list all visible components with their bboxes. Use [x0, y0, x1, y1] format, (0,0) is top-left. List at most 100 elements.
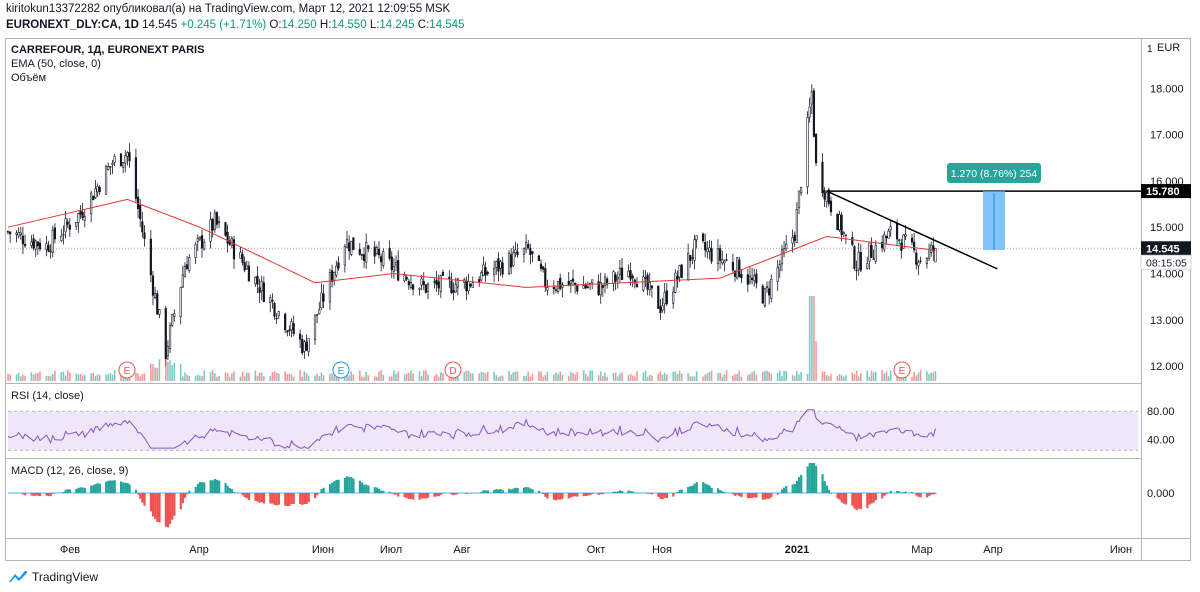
- macd-bar: [798, 477, 801, 493]
- candle: [885, 235, 888, 245]
- macd-bar: [211, 480, 214, 493]
- macd-bar: [480, 491, 483, 493]
- macd-bar: [734, 493, 737, 496]
- candle: [889, 220, 892, 237]
- volume-bar: [928, 374, 930, 381]
- macd-bar: [47, 493, 50, 497]
- macd-bar: [171, 493, 174, 520]
- candle: [256, 266, 259, 294]
- candle-body: [469, 283, 472, 287]
- candle: [303, 339, 306, 359]
- candle-body: [544, 268, 547, 288]
- macd-bar: [484, 490, 487, 493]
- macd-bar: [92, 485, 95, 493]
- candle: [382, 248, 385, 269]
- candle-body: [721, 259, 724, 264]
- candle-body: [439, 275, 442, 292]
- volume-bar: [90, 373, 92, 381]
- candle-body: [516, 251, 519, 256]
- time-tick: Апр: [983, 544, 1002, 556]
- candle-body: [612, 271, 615, 284]
- candle-body: [277, 311, 280, 316]
- candle-body: [866, 263, 869, 269]
- volume-bar: [768, 371, 770, 381]
- candle: [109, 165, 112, 175]
- volume-bar: [171, 365, 173, 381]
- macd-bar: [456, 493, 460, 494]
- volume-bar: [559, 371, 562, 381]
- volume-bar: [589, 370, 591, 381]
- candle: [629, 262, 632, 286]
- candle-body: [260, 281, 263, 292]
- macd-bar: [343, 477, 347, 493]
- h-label: H:: [319, 19, 332, 31]
- volume-bar: [866, 370, 869, 381]
- macd-bar: [36, 493, 40, 496]
- candle-body: [919, 260, 922, 262]
- candle: [663, 283, 666, 314]
- candle: [838, 210, 841, 232]
- macd-bar: [271, 493, 274, 504]
- candle: [493, 260, 496, 283]
- volume-bar: [7, 373, 9, 381]
- candle: [674, 269, 677, 294]
- macd-bar: [424, 493, 428, 499]
- candle-body: [763, 288, 766, 307]
- volume-bar: [77, 374, 80, 381]
- candle-body: [716, 248, 720, 264]
- candle: [559, 273, 562, 291]
- price-axis-border: [1141, 38, 1142, 561]
- macd-bar: [554, 493, 558, 501]
- time-tick: Июн: [1110, 544, 1132, 556]
- candle-body: [49, 250, 52, 253]
- macd-bar: [333, 481, 336, 493]
- volume-bar: [813, 296, 815, 381]
- macd-bar: [337, 479, 340, 493]
- candle-body: [552, 286, 555, 290]
- macd-bar: [678, 489, 681, 493]
- candle-body: [83, 216, 86, 221]
- macd-bar: [614, 491, 617, 493]
- macd-bar: [501, 490, 504, 493]
- volume-bar: [646, 376, 649, 381]
- candle-body: [168, 325, 172, 350]
- volume-bar: [691, 376, 694, 381]
- candle: [284, 312, 287, 334]
- macd-bar: [247, 493, 251, 501]
- candle-body: [211, 218, 214, 231]
- candle: [556, 281, 560, 294]
- macd-bar: [493, 489, 496, 493]
- level-tag-label: 15.780: [1146, 186, 1180, 198]
- volume-bar: [828, 376, 830, 381]
- volume-bar: [493, 371, 495, 381]
- volume-bar: [54, 370, 56, 381]
- volume-bar: [263, 376, 265, 381]
- candle: [307, 338, 310, 357]
- candle-body: [303, 341, 306, 352]
- macd-bar: [186, 493, 189, 495]
- candle-body: [633, 279, 636, 284]
- macd-bar: [273, 493, 276, 505]
- volume-bar: [173, 363, 176, 381]
- candle: [34, 239, 37, 258]
- macd-bar: [812, 463, 816, 493]
- macd-bar: [934, 493, 937, 494]
- macd-bar: [851, 493, 854, 506]
- macd-bar: [527, 487, 530, 493]
- volume-bar: [693, 376, 696, 381]
- volume-bar: [825, 375, 828, 381]
- volume-bar: [838, 373, 841, 381]
- macd-bar: [241, 493, 244, 496]
- candle-body: [119, 153, 123, 167]
- macd-bar: [233, 492, 236, 493]
- candle-body: [343, 246, 346, 266]
- candle: [392, 258, 396, 279]
- candle-body: [424, 284, 427, 293]
- volume-bar: [258, 372, 261, 381]
- macd-bar: [51, 493, 54, 494]
- volume-bar: [34, 373, 37, 381]
- candle-body: [298, 333, 302, 340]
- candle-body: [392, 266, 396, 272]
- macd-bar: [83, 487, 86, 493]
